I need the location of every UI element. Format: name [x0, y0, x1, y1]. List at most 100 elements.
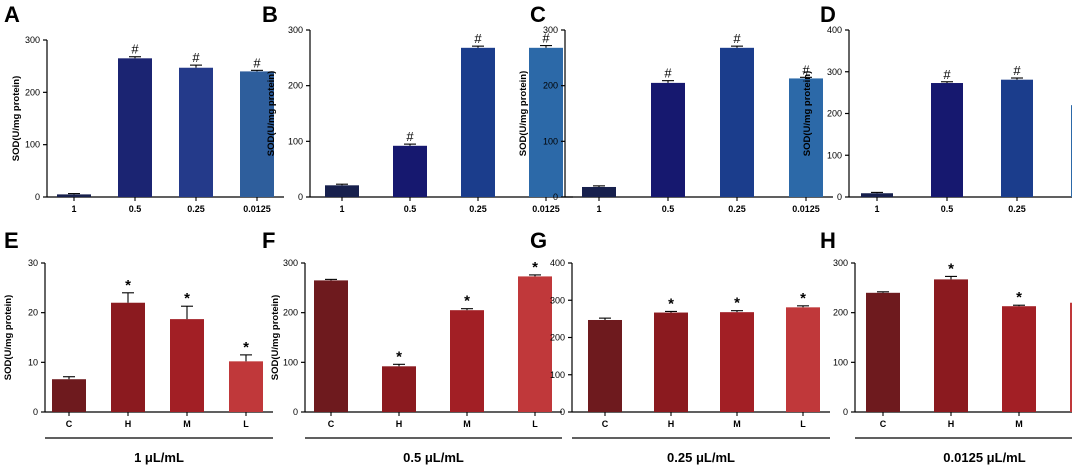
y-tick-label: 0	[35, 192, 40, 202]
x-tick-label: 0.25	[187, 204, 205, 214]
panel-g: G 0 100 200 300 400 C * H * M * L 0.25 μL/mL	[530, 228, 830, 465]
bar-0.25	[461, 47, 495, 198]
y-tick-label: 0	[560, 407, 565, 417]
x-tick-label: M	[183, 419, 191, 429]
x-tick-label: 1	[71, 204, 76, 214]
bar-0.25	[1001, 79, 1033, 197]
y-tick-label: 0	[837, 192, 842, 202]
group-label: 0.25 μL/mL	[667, 450, 735, 465]
y-axis-label: SOD(U/mg protein)	[11, 76, 22, 162]
y-tick-label: 10	[28, 357, 38, 367]
significance-mark: *	[734, 295, 740, 312]
y-tick-label: 100	[283, 357, 298, 367]
significance-mark: *	[464, 293, 470, 310]
x-tick-label: H	[948, 419, 955, 429]
x-tick-label: 0.5	[941, 204, 954, 214]
panel-b: B 0 100 200 300 SOD(U/mg protein) 1 #0.5 #0.25 #0…	[262, 2, 573, 214]
bar-1	[325, 185, 359, 197]
y-tick-label: 300	[543, 25, 558, 35]
bar-M	[720, 312, 754, 412]
y-tick-label: 400	[550, 258, 565, 268]
significance-mark: *	[396, 348, 402, 365]
y-tick-label: 300	[25, 35, 40, 45]
panel-d: D 0 100 200 300 400 SOD(U/mg protein) 1 #0.5 #0.2…	[802, 2, 1072, 214]
x-tick-label: L	[532, 419, 538, 429]
bar-0.0125	[529, 47, 563, 198]
x-tick-label: M	[463, 419, 471, 429]
x-tick-label: H	[668, 419, 675, 429]
y-tick-label: 300	[827, 67, 842, 77]
bar-L	[229, 361, 263, 412]
bar-1	[861, 193, 893, 197]
bar-0.0125	[789, 78, 823, 197]
x-tick-label: L	[243, 419, 249, 429]
y-tick-label: 200	[288, 81, 303, 91]
y-tick-label: 300	[283, 258, 298, 268]
panel-f: F 0 100 200 300 SOD(U/mg protein) C * H * M * L 0.5 μ…	[262, 228, 562, 465]
panel-letter: F	[262, 228, 275, 253]
significance-mark: *	[1016, 289, 1022, 306]
significance-mark: #	[733, 31, 741, 46]
y-tick-label: 200	[283, 308, 298, 318]
x-tick-label: M	[733, 419, 741, 429]
bar-0.25	[720, 47, 754, 198]
significance-mark: #	[802, 62, 810, 77]
y-tick-label: 400	[827, 25, 842, 35]
panel-letter: D	[820, 2, 836, 27]
bar-0.25	[179, 67, 213, 197]
panel-letter: H	[820, 228, 836, 253]
y-tick-label: 300	[550, 295, 565, 305]
significance-mark: *	[184, 290, 190, 307]
significance-mark: #	[406, 129, 414, 144]
y-tick-label: 30	[28, 258, 38, 268]
y-tick-label: 100	[833, 357, 848, 367]
y-tick-label: 0	[298, 192, 303, 202]
x-tick-label: 0.5	[662, 204, 675, 214]
x-tick-label: C	[880, 419, 887, 429]
y-tick-label: 0	[293, 407, 298, 417]
y-axis-label: SOD(U/mg protein)	[266, 71, 277, 157]
x-tick-label: 0.25	[469, 204, 487, 214]
y-tick-label: 200	[833, 308, 848, 318]
x-tick-label: H	[396, 419, 403, 429]
bar-H	[934, 279, 968, 412]
y-tick-label: 200	[550, 333, 565, 343]
significance-mark: #	[664, 66, 672, 81]
bar-C	[314, 280, 348, 412]
bar-0.5	[931, 83, 963, 197]
bar-1	[57, 194, 91, 197]
y-tick-label: 300	[288, 25, 303, 35]
significance-mark: #	[131, 42, 139, 57]
x-tick-label: M	[1015, 419, 1023, 429]
x-tick-label: C	[602, 419, 609, 429]
group-label: 0.5 μL/mL	[403, 450, 464, 465]
significance-mark: *	[800, 290, 806, 307]
significance-mark: *	[532, 259, 538, 276]
significance-mark: *	[243, 339, 249, 356]
y-tick-label: 100	[25, 140, 40, 150]
panel-letter: E	[4, 228, 19, 253]
y-tick-label: 200	[25, 87, 40, 97]
significance-mark: *	[668, 295, 674, 312]
x-tick-label: 1	[339, 204, 344, 214]
x-tick-label: 1	[874, 204, 879, 214]
bar-H	[382, 366, 416, 412]
bar-0.5	[118, 58, 152, 197]
x-tick-label: 0.0125	[792, 204, 820, 214]
x-tick-label: 0.5	[404, 204, 417, 214]
x-tick-label: C	[328, 419, 335, 429]
y-tick-label: 0	[843, 407, 848, 417]
y-axis-label: SOD(U/mg protein)	[3, 295, 14, 381]
y-tick-label: 100	[288, 136, 303, 146]
y-tick-label: 200	[543, 81, 558, 91]
y-tick-label: 300	[833, 258, 848, 268]
bar-0.5	[393, 145, 427, 197]
bar-H	[654, 312, 688, 412]
panel-letter: C	[530, 2, 546, 27]
y-tick-label: 20	[28, 308, 38, 318]
y-tick-label: 200	[827, 109, 842, 119]
significance-mark: *	[125, 277, 131, 294]
bar-0.0125	[240, 71, 274, 197]
